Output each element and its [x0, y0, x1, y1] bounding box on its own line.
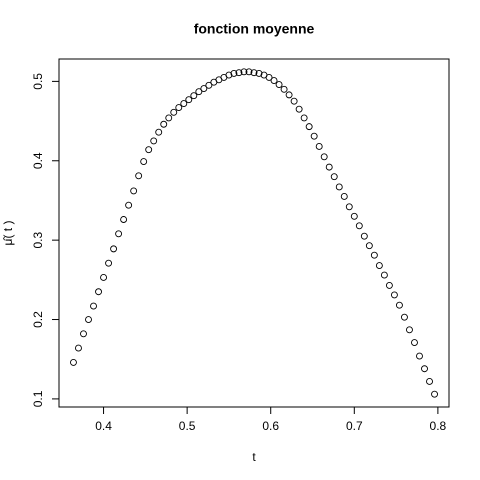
point: [315, 143, 323, 150]
x-tick-label: 0.4: [95, 419, 112, 433]
point: [275, 81, 283, 89]
point: [395, 301, 403, 309]
point: [105, 259, 113, 267]
x-tick-label: 0.5: [179, 419, 196, 433]
point: [375, 262, 383, 269]
point: [225, 71, 233, 79]
point: [160, 120, 168, 128]
point: [300, 114, 308, 122]
x-tick-label: 0.7: [346, 419, 363, 433]
point: [175, 104, 183, 112]
point: [95, 288, 102, 296]
point: [120, 216, 128, 223]
point: [411, 339, 418, 346]
point: [426, 377, 433, 385]
point: [235, 69, 243, 77]
point: [70, 358, 77, 366]
point: [305, 123, 313, 131]
point: [270, 77, 278, 85]
point: [250, 69, 258, 77]
y-tick-label: 0.4: [31, 152, 45, 169]
point: [135, 172, 143, 180]
point: [365, 242, 373, 250]
point: [325, 163, 333, 171]
point: [170, 108, 178, 116]
y-axis-label: μ̂( t ): [1, 221, 15, 246]
point: [320, 153, 328, 161]
point: [230, 69, 238, 77]
point: [85, 316, 92, 323]
point: [340, 193, 348, 200]
point: [285, 91, 293, 99]
point: [200, 85, 208, 92]
point: [401, 313, 408, 321]
point: [145, 146, 153, 154]
point: [355, 222, 363, 230]
point: [100, 274, 107, 281]
point: [406, 326, 413, 334]
point: [390, 291, 398, 299]
point: [185, 96, 193, 104]
y-tick-label: 0.2: [31, 311, 45, 328]
x-tick-label: 0.8: [430, 419, 447, 433]
point: [115, 230, 123, 238]
point: [385, 281, 393, 289]
point: [245, 68, 253, 76]
point: [421, 365, 428, 373]
y-tick-label: 0.5: [31, 73, 45, 90]
point: [140, 158, 148, 166]
point: [155, 128, 163, 136]
point: [110, 245, 118, 253]
point: [416, 352, 423, 360]
point: [255, 69, 263, 77]
point: [280, 85, 288, 93]
point: [240, 68, 248, 76]
chart-title: fonction moyenne: [194, 21, 315, 37]
point: [130, 187, 138, 195]
x-tick-label: 0.6: [262, 419, 279, 433]
point: [90, 302, 97, 310]
point: [380, 271, 388, 279]
point: [290, 97, 298, 105]
point: [345, 203, 353, 211]
point: [205, 81, 213, 89]
point: [295, 105, 303, 113]
point: [431, 390, 438, 398]
point: [195, 88, 203, 96]
point: [360, 232, 368, 240]
point: [80, 330, 87, 338]
point: [330, 173, 338, 181]
y-tick-label: 0.1: [31, 390, 45, 407]
point: [165, 114, 173, 122]
x-axis-label: t: [252, 450, 256, 464]
point: [370, 251, 378, 259]
plot-frame: [58, 58, 450, 408]
point: [150, 137, 158, 145]
point: [265, 73, 273, 81]
point: [190, 92, 198, 100]
point: [125, 201, 133, 209]
y-tick-label: 0.3: [31, 231, 45, 248]
point: [310, 132, 318, 140]
point: [180, 100, 188, 108]
point: [75, 344, 82, 352]
point: [350, 212, 358, 220]
point: [335, 183, 343, 191]
